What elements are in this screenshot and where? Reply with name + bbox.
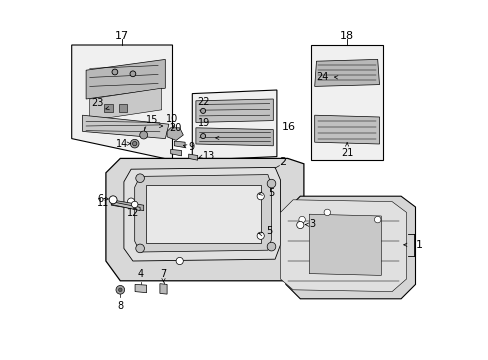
Circle shape xyxy=(266,242,275,251)
Polygon shape xyxy=(145,185,260,243)
Circle shape xyxy=(127,198,134,205)
Polygon shape xyxy=(196,99,273,122)
Text: 20: 20 xyxy=(168,123,181,133)
Text: 3: 3 xyxy=(309,219,315,229)
Polygon shape xyxy=(89,88,162,121)
Circle shape xyxy=(324,209,330,216)
Circle shape xyxy=(130,71,136,77)
Circle shape xyxy=(374,216,380,223)
Circle shape xyxy=(296,221,303,229)
Circle shape xyxy=(200,134,205,139)
Text: 21: 21 xyxy=(340,148,352,158)
Text: 9: 9 xyxy=(188,141,194,152)
Text: 22: 22 xyxy=(197,97,210,107)
Polygon shape xyxy=(160,284,167,294)
Text: 12: 12 xyxy=(126,208,139,218)
Text: 11: 11 xyxy=(97,198,109,208)
Polygon shape xyxy=(192,90,276,160)
Text: 15: 15 xyxy=(145,115,158,125)
Text: 10: 10 xyxy=(166,114,178,124)
Circle shape xyxy=(140,131,147,139)
Circle shape xyxy=(257,232,264,239)
Circle shape xyxy=(298,216,305,223)
Text: 24: 24 xyxy=(316,72,328,82)
Text: 5: 5 xyxy=(267,188,274,198)
Text: 2: 2 xyxy=(278,157,285,167)
Text: 8: 8 xyxy=(117,301,123,311)
Text: 7: 7 xyxy=(160,269,166,279)
Text: 6: 6 xyxy=(97,194,103,204)
Polygon shape xyxy=(188,154,197,160)
Text: 14: 14 xyxy=(116,139,128,149)
Text: 23: 23 xyxy=(91,98,103,108)
Polygon shape xyxy=(314,59,379,86)
Text: 17: 17 xyxy=(115,31,129,41)
Bar xyxy=(310,45,382,160)
Circle shape xyxy=(136,174,144,183)
Polygon shape xyxy=(314,115,379,144)
Circle shape xyxy=(118,288,122,292)
Circle shape xyxy=(132,141,137,146)
Circle shape xyxy=(109,196,117,204)
Circle shape xyxy=(266,179,275,188)
Text: 5: 5 xyxy=(265,226,272,237)
Text: 1: 1 xyxy=(415,240,422,250)
Circle shape xyxy=(130,139,139,148)
Text: 18: 18 xyxy=(339,31,353,41)
Text: 16: 16 xyxy=(282,122,296,132)
Polygon shape xyxy=(134,175,271,252)
Circle shape xyxy=(116,285,124,294)
Circle shape xyxy=(176,257,183,265)
Text: 13: 13 xyxy=(203,151,215,161)
Polygon shape xyxy=(135,284,146,293)
Circle shape xyxy=(112,69,118,75)
Polygon shape xyxy=(285,196,415,299)
Polygon shape xyxy=(111,202,140,211)
Polygon shape xyxy=(111,200,143,211)
Polygon shape xyxy=(118,104,127,112)
Polygon shape xyxy=(86,59,165,99)
Circle shape xyxy=(136,244,144,253)
Circle shape xyxy=(131,201,138,208)
Polygon shape xyxy=(167,128,183,140)
Circle shape xyxy=(200,108,205,113)
Text: 19: 19 xyxy=(197,118,209,128)
Text: 4: 4 xyxy=(138,269,143,279)
Polygon shape xyxy=(106,158,303,281)
Polygon shape xyxy=(104,104,113,112)
Polygon shape xyxy=(196,128,273,146)
Circle shape xyxy=(257,193,264,200)
Polygon shape xyxy=(170,149,181,156)
Polygon shape xyxy=(82,115,168,139)
Polygon shape xyxy=(123,167,280,261)
Polygon shape xyxy=(280,200,406,292)
Polygon shape xyxy=(72,45,172,160)
Polygon shape xyxy=(309,214,381,275)
Polygon shape xyxy=(174,141,185,148)
